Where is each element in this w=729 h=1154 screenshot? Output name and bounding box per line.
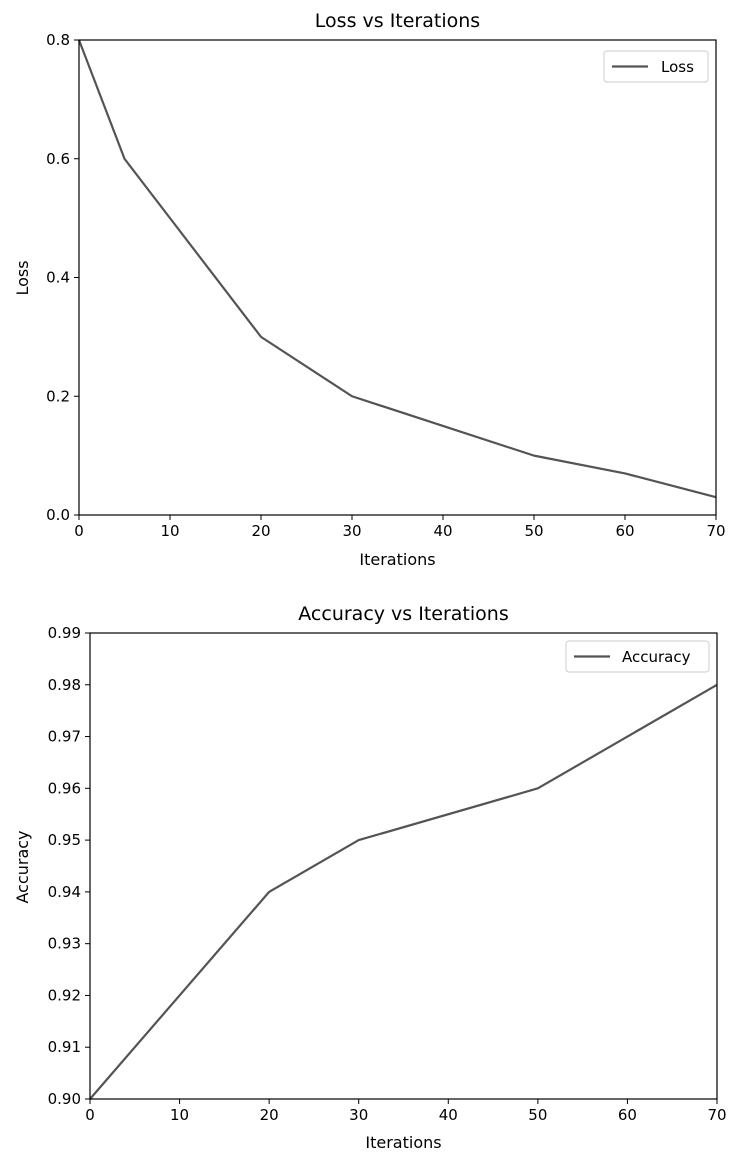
loss-chart-title: Loss vs Iterations (315, 10, 480, 32)
accuracy-y-axis-label: Accuracy (13, 830, 32, 903)
loss-x-axis-label: Iterations (359, 550, 435, 569)
accuracy-x-tick-label: 0 (85, 1106, 95, 1124)
accuracy-y-tick-label: 0.93 (48, 935, 81, 953)
loss-x-tick-label: 20 (251, 522, 270, 540)
accuracy-y-tick-label: 0.97 (48, 728, 81, 746)
loss-y-axis-label: Loss (13, 260, 32, 295)
accuracy-x-tick-label: 50 (528, 1106, 547, 1124)
loss-y-tick-label: 0.6 (46, 150, 70, 168)
loss-chart: Loss vs Iterations 0 10 20 30 40 50 60 70 0.0 0.2… (13, 10, 726, 569)
accuracy-x-axis-label: Iterations (365, 1133, 441, 1152)
loss-legend-box (603, 50, 709, 83)
accuracy-y-tick-label: 0.95 (48, 831, 81, 849)
accuracy-x-tick-label: 70 (707, 1106, 726, 1124)
accuracy-x-tick-label: 40 (439, 1106, 458, 1124)
accuracy-x-tick-label: 30 (349, 1106, 368, 1124)
loss-x-tick-label: 30 (342, 522, 361, 540)
loss-series-line (77, 39, 717, 499)
loss-plot-area: 0 10 20 30 40 50 60 70 0.0 0.2 0.4 0.6 0.8 (46, 31, 725, 540)
accuracy-y-tick-label: 0.98 (48, 676, 81, 694)
accuracy-x-tick-label: 10 (170, 1106, 189, 1124)
accuracy-x-tick-label: 60 (618, 1106, 637, 1124)
loss-y-tick-label: 0.4 (46, 269, 70, 287)
loss-y-tick-label: 0.8 (46, 31, 70, 49)
loss-x-tick-label: 50 (524, 522, 543, 540)
loss-y-tick-label: 0.2 (46, 387, 70, 405)
loss-legend-label: Loss (661, 58, 694, 76)
accuracy-legend: Accuracy (565, 640, 710, 673)
accuracy-y-tick-label: 0.96 (48, 779, 81, 797)
loss-legend: Loss (603, 50, 709, 83)
accuracy-chart-title: Accuracy vs Iterations (298, 603, 508, 625)
accuracy-chart: Accuracy vs Iterations 0 10 20 30 40 50 60 70 0.… (13, 603, 727, 1152)
accuracy-y-tick-label: 0.90 (48, 1090, 81, 1108)
accuracy-y-tick-label: 0.99 (48, 624, 81, 642)
loss-x-tick-label: 70 (706, 522, 725, 540)
accuracy-x-tick-label: 20 (260, 1106, 279, 1124)
loss-x-tick-label: 40 (433, 522, 452, 540)
accuracy-series-line (89, 683, 718, 1100)
loss-y-tick-label: 0.0 (46, 506, 70, 524)
accuracy-axes-frame (89, 632, 718, 1100)
accuracy-legend-label: Accuracy (622, 648, 691, 666)
accuracy-y-tick-label: 0.92 (48, 986, 81, 1004)
loss-x-tick-label: 60 (615, 522, 634, 540)
accuracy-y-tick-label: 0.94 (48, 883, 81, 901)
accuracy-legend-box (565, 640, 710, 673)
loss-x-tick-label: 10 (160, 522, 179, 540)
accuracy-plot-area: 0 10 20 30 40 50 60 70 0.90 0.91 0.92 0.93 0.94 0.95 0… (48, 624, 727, 1124)
accuracy-y-tick-label: 0.91 (48, 1038, 81, 1056)
loss-x-tick-label: 0 (74, 522, 84, 540)
